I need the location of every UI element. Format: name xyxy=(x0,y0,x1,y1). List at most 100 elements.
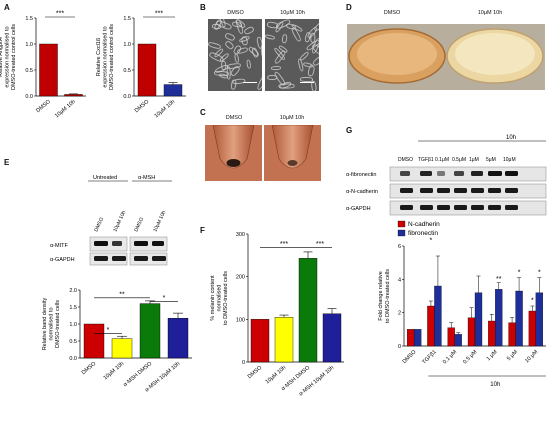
melanin-tick-label: 300 xyxy=(236,232,245,238)
g-blot-band xyxy=(488,188,501,193)
cell-shape xyxy=(256,75,262,91)
panel-label-f: F xyxy=(200,226,205,235)
angptl4-tick-label: 0.5 xyxy=(25,68,33,74)
g-significance: * xyxy=(430,238,433,245)
mitf-band xyxy=(134,241,148,246)
cell-shape xyxy=(246,59,252,70)
chart-angptl4: 0.0 0.5 1.0 1.5 DMSO 10μM 10h Relative Angptl4… xyxy=(0,11,86,119)
legend-swatch xyxy=(397,220,406,228)
g-blot-band xyxy=(505,188,518,193)
band-density-tick-label: 2.0 xyxy=(69,288,77,294)
b-title-dmso: DMSO xyxy=(227,10,244,16)
g-blot-band xyxy=(400,205,413,210)
g-xgroup-label: 10h xyxy=(490,382,500,388)
band-density-bar xyxy=(83,323,105,359)
band-density-tick-label: 0.0 xyxy=(69,356,77,362)
g-blot-band xyxy=(420,188,433,193)
angptl4-category-label: 10μM 10h xyxy=(54,99,77,119)
g-blot-band xyxy=(400,188,413,193)
g-blot-col-label: TGFβ1 xyxy=(418,157,434,163)
gapdh-band xyxy=(112,256,126,261)
gapdh-band xyxy=(152,256,166,261)
angptl4-bar xyxy=(64,94,83,97)
cell-shape xyxy=(242,25,255,36)
band-density-tick-label: 1.5 xyxy=(69,305,77,311)
g-bar-fibronectin xyxy=(474,292,483,347)
cell-shape xyxy=(224,39,235,51)
mitf-band xyxy=(152,241,164,246)
cxcl1-category-label: 10μM 10h xyxy=(154,99,177,119)
g-blot-band xyxy=(471,205,484,210)
g-tick-label: 2 xyxy=(398,311,401,317)
scale-bar xyxy=(243,81,257,83)
g-blot-band xyxy=(505,205,518,210)
g-y-label: Fold change relative xyxy=(378,271,384,321)
group-msh: α-MSH xyxy=(138,175,155,181)
legend-label: N-cadherin xyxy=(408,221,440,228)
g-bar-ncadherin xyxy=(467,317,476,347)
g-y-label: to DMSO-treated cells xyxy=(385,269,391,323)
cell-shape xyxy=(279,83,295,89)
cxcl1-tick-label: 0.0 xyxy=(123,94,131,100)
g-blot-band xyxy=(505,171,518,176)
gapdh-band xyxy=(134,256,148,261)
c-title-treated: 10μM 10h xyxy=(279,115,305,121)
g-significance: * xyxy=(518,269,521,276)
c-title-dmso: DMSO xyxy=(225,115,243,121)
pellet-dark xyxy=(226,159,241,167)
g-category-label: DMSO xyxy=(402,349,418,365)
melanin-bar xyxy=(298,258,318,363)
angptl4-tick-label: 1.0 xyxy=(25,42,33,48)
melanin-bar xyxy=(250,319,270,363)
g-bar-fibronectin xyxy=(515,290,523,347)
g-blot-band xyxy=(454,171,464,176)
g-bar-ncadherin xyxy=(528,310,537,347)
f-sig-1-label: *** xyxy=(280,241,288,248)
band-density-bar xyxy=(139,303,161,359)
g-blot-band xyxy=(437,171,445,176)
g-tick-label: 6 xyxy=(398,244,401,250)
angptl4-significance-label: *** xyxy=(56,11,64,18)
blot-row-mitf: α-MITF xyxy=(50,243,68,249)
panel-label-g: G xyxy=(346,126,353,135)
band-density-category-label: DMSO xyxy=(81,360,98,376)
chart-cxcl1: 0.0 0.5 1.0 1.5 DMSO 10μM 10h Relative Cxcl1ß e… xyxy=(96,11,186,119)
mitf-band xyxy=(112,241,122,246)
g-bar-fibronectin xyxy=(434,285,442,347)
g-tick-label: 4 xyxy=(398,277,401,283)
g-blot-band xyxy=(488,171,502,176)
g-blot-row-label: α-N-cadherin xyxy=(346,189,378,195)
pellet-light xyxy=(287,160,298,166)
cxcl1-bar xyxy=(163,84,183,97)
cell-shape xyxy=(265,33,276,41)
melanin-bar xyxy=(322,313,342,363)
panel-e: Untreated α-MSH DMSO 10μM 10h DMSO 10μM 10h… xyxy=(42,175,192,393)
b-title-treated: 10μM 10h xyxy=(280,10,305,16)
cxcl1-tick-label: 0.5 xyxy=(123,68,131,74)
cell-shape xyxy=(299,50,310,62)
micrograph-dmso xyxy=(208,19,262,91)
g-bar-fibronectin xyxy=(535,292,544,347)
legend-swatch xyxy=(397,229,406,237)
gapdh-band xyxy=(94,256,108,261)
g-blot-col-label: DMSO xyxy=(398,157,413,163)
legend-label: fibronectin xyxy=(408,230,438,237)
e-blot-col-label: DMSO xyxy=(133,217,145,233)
melanin-category-label: 10μM 10h xyxy=(265,365,288,385)
cell-shape xyxy=(211,23,222,29)
g-bar-ncadherin xyxy=(508,322,516,347)
e-sig-1-label: * xyxy=(107,327,110,334)
g-bar-ncadherin xyxy=(427,305,435,347)
band-density-y-label: DMSO-treated cells xyxy=(55,300,61,348)
g-bar-fibronectin xyxy=(454,334,462,347)
g-category-label: TGFβ1 xyxy=(421,349,437,365)
cell-shape xyxy=(232,53,240,64)
group-untreated: Untreated xyxy=(93,175,117,181)
g-blot-row-label: α-fibronectin xyxy=(346,172,376,178)
g-header: 10h xyxy=(506,135,516,141)
cell-shape xyxy=(259,43,262,60)
g-blot-band xyxy=(420,205,433,210)
cell-shape xyxy=(280,33,288,44)
g-significance: * xyxy=(531,298,534,305)
